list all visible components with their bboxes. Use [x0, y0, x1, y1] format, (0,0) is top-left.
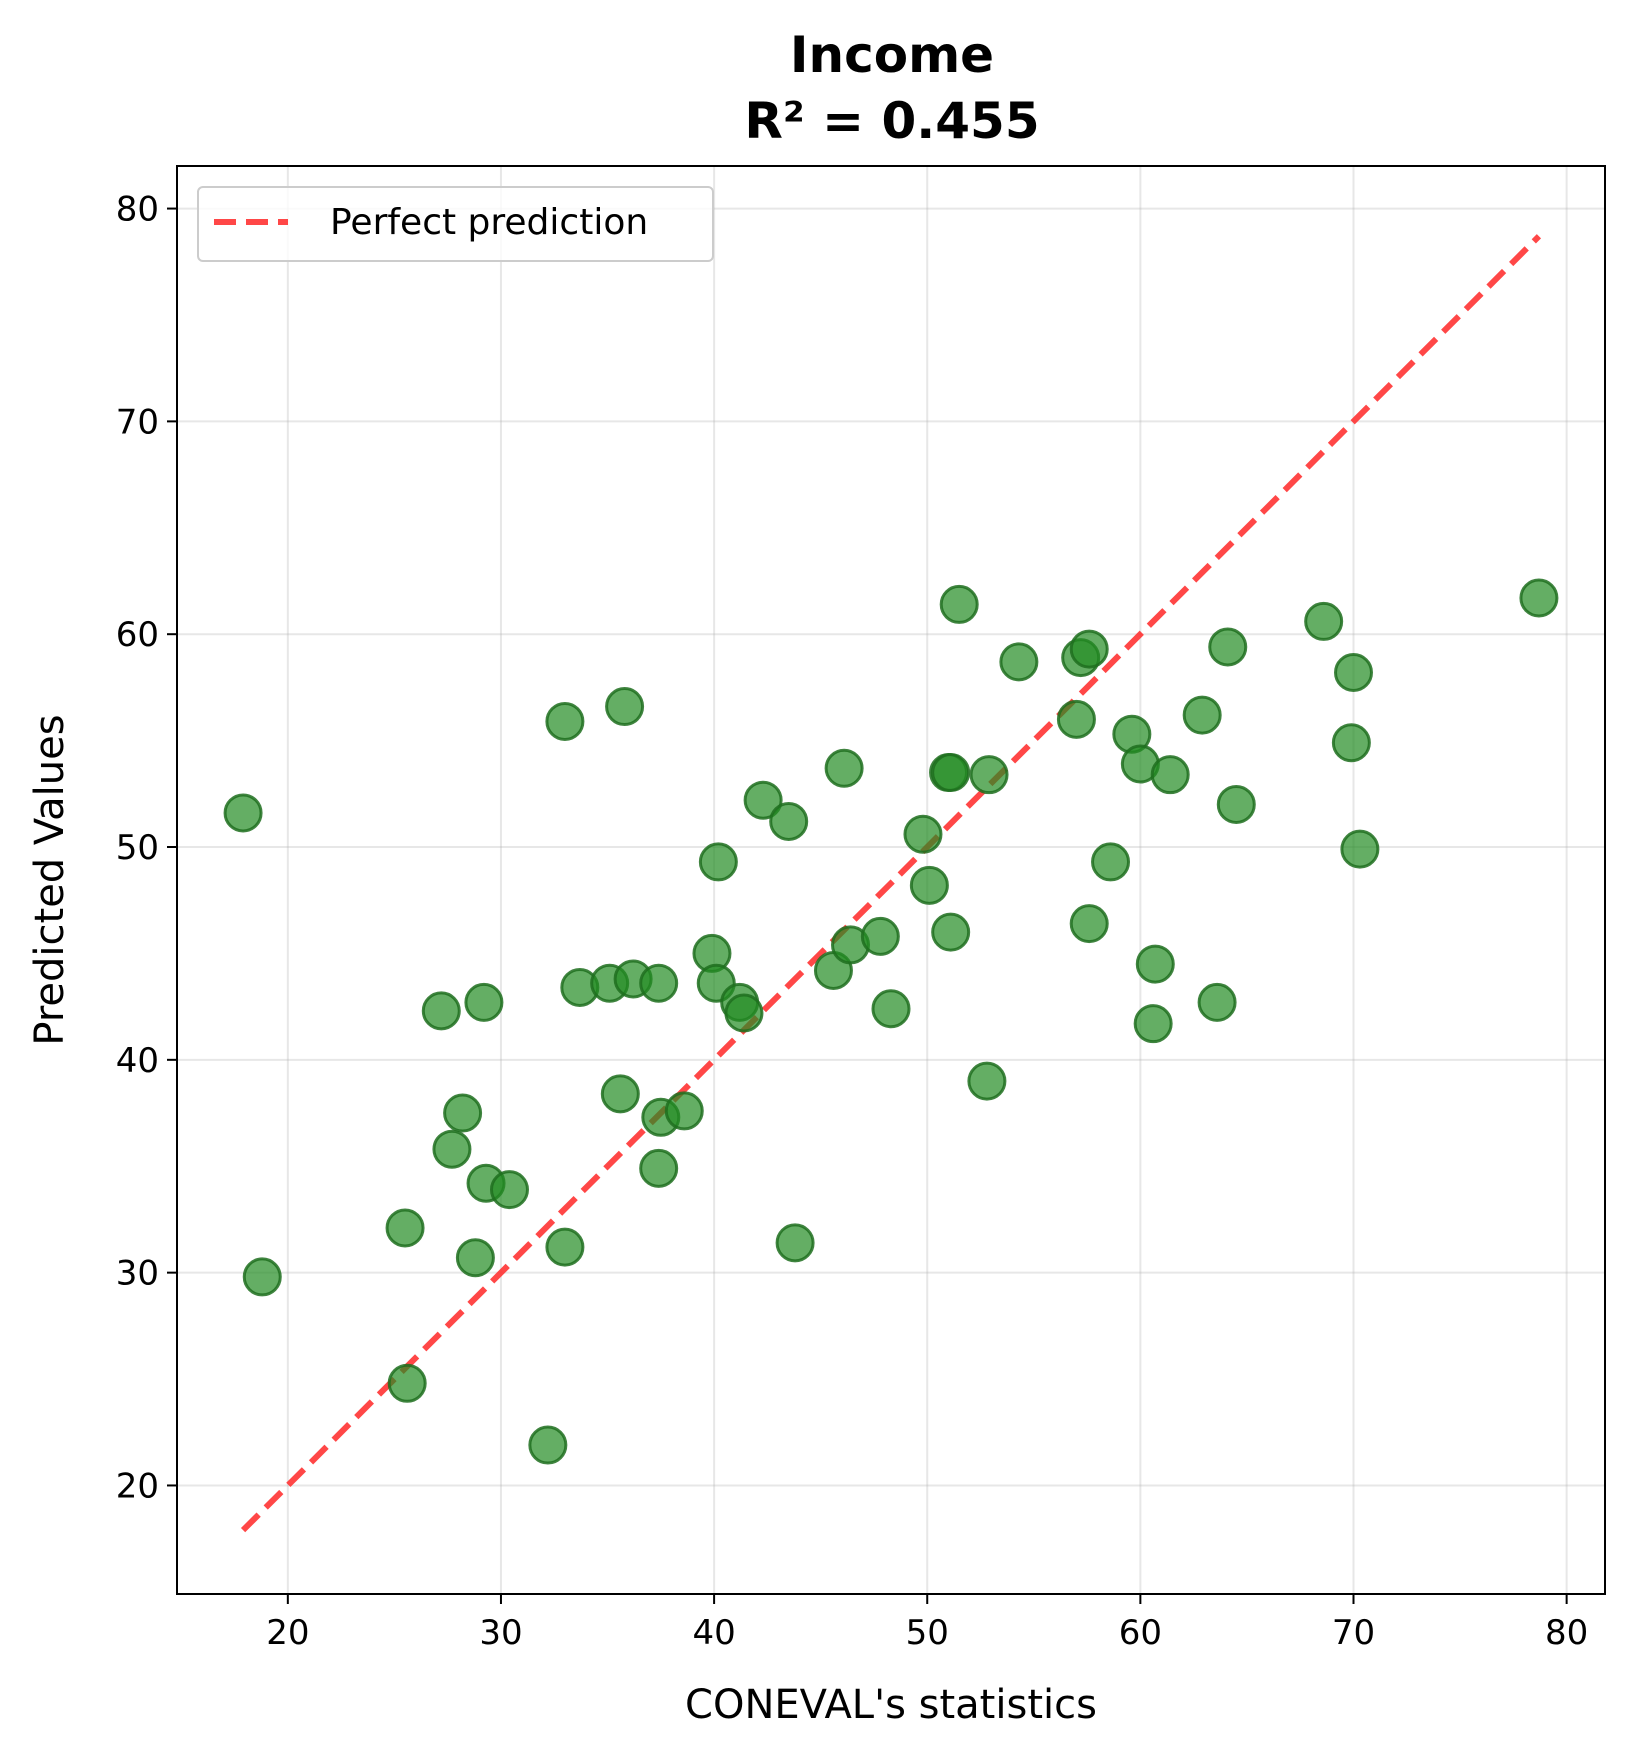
data-point [1135, 944, 1175, 984]
data-point [824, 748, 864, 788]
x-tick-label: 80 [1545, 1613, 1588, 1653]
data-point [903, 814, 943, 854]
y-tick-label: 60 [116, 615, 159, 655]
reference-line-group [240, 234, 1542, 1533]
data-point [1331, 723, 1371, 763]
data-point [931, 912, 971, 952]
data-point [639, 1148, 679, 1188]
data-point [432, 1129, 472, 1169]
x-tick-label: 40 [692, 1613, 735, 1653]
data-point [698, 842, 738, 882]
x-tick-label: 60 [1119, 1613, 1162, 1653]
chart-title: Income [790, 26, 994, 84]
data-point [639, 963, 679, 1003]
data-point [860, 916, 900, 956]
y-axis-ticks: 20 30 40 50 60 70 80 [116, 190, 177, 1506]
data-point [1208, 627, 1248, 667]
data-point [664, 1091, 704, 1131]
data-point [242, 1257, 282, 1297]
data-point [769, 801, 809, 841]
legend: Perfect prediction [197, 186, 714, 262]
data-point [1091, 842, 1131, 882]
x-tick-label: 30 [479, 1613, 522, 1653]
data-point [528, 1425, 568, 1465]
data-point [387, 1363, 427, 1403]
data-point [223, 793, 263, 833]
data-point [1334, 653, 1374, 693]
y-tick-label: 80 [116, 190, 159, 230]
data-points [223, 578, 1559, 1465]
x-axis-ticks: 20 30 40 50 60 70 80 [266, 1594, 1588, 1653]
data-point [545, 701, 585, 741]
data-point [1069, 904, 1109, 944]
data-point [600, 1074, 640, 1114]
legend-box [197, 186, 714, 262]
data-point [999, 642, 1039, 682]
reference-line [240, 234, 1542, 1533]
y-tick-label: 40 [116, 1041, 159, 1081]
data-point [443, 1093, 483, 1133]
data-point [743, 780, 783, 820]
data-point [605, 687, 645, 727]
y-tick-label: 20 [116, 1466, 159, 1506]
data-point [724, 993, 764, 1033]
data-point [421, 991, 461, 1031]
y-tick-label: 70 [116, 402, 159, 442]
data-point [1150, 755, 1190, 795]
data-point [489, 1170, 529, 1210]
data-point [931, 753, 971, 793]
data-point [464, 982, 504, 1022]
data-point [1069, 629, 1109, 669]
y-axis-label: Predicted Values [27, 714, 73, 1045]
data-point [1216, 784, 1256, 824]
data-point [1519, 578, 1559, 618]
data-point [455, 1238, 495, 1278]
chart-subtitle: R² = 0.455 [744, 92, 1039, 150]
data-point [545, 1227, 585, 1267]
y-tick-label: 30 [116, 1254, 159, 1294]
data-point [775, 1223, 815, 1263]
grid [177, 166, 1605, 1594]
data-point [1056, 699, 1096, 739]
x-tick-label: 70 [1332, 1613, 1375, 1653]
data-point [1197, 982, 1237, 1022]
data-point [1304, 601, 1344, 641]
data-point [385, 1208, 425, 1248]
x-tick-label: 20 [266, 1613, 309, 1653]
x-axis-label: CONEVAL's statistics [685, 1682, 1097, 1728]
data-point [939, 584, 979, 624]
data-point [909, 865, 949, 905]
data-point [1182, 695, 1222, 735]
data-point [969, 755, 1009, 795]
legend-label: Perfect prediction [330, 202, 648, 243]
data-point [1340, 829, 1380, 869]
data-point [967, 1061, 1007, 1101]
plot-frame [176, 165, 1606, 1595]
data-point [871, 989, 911, 1029]
x-tick-label: 50 [906, 1613, 949, 1653]
y-tick-label: 50 [116, 828, 159, 868]
data-point [1133, 1004, 1173, 1044]
